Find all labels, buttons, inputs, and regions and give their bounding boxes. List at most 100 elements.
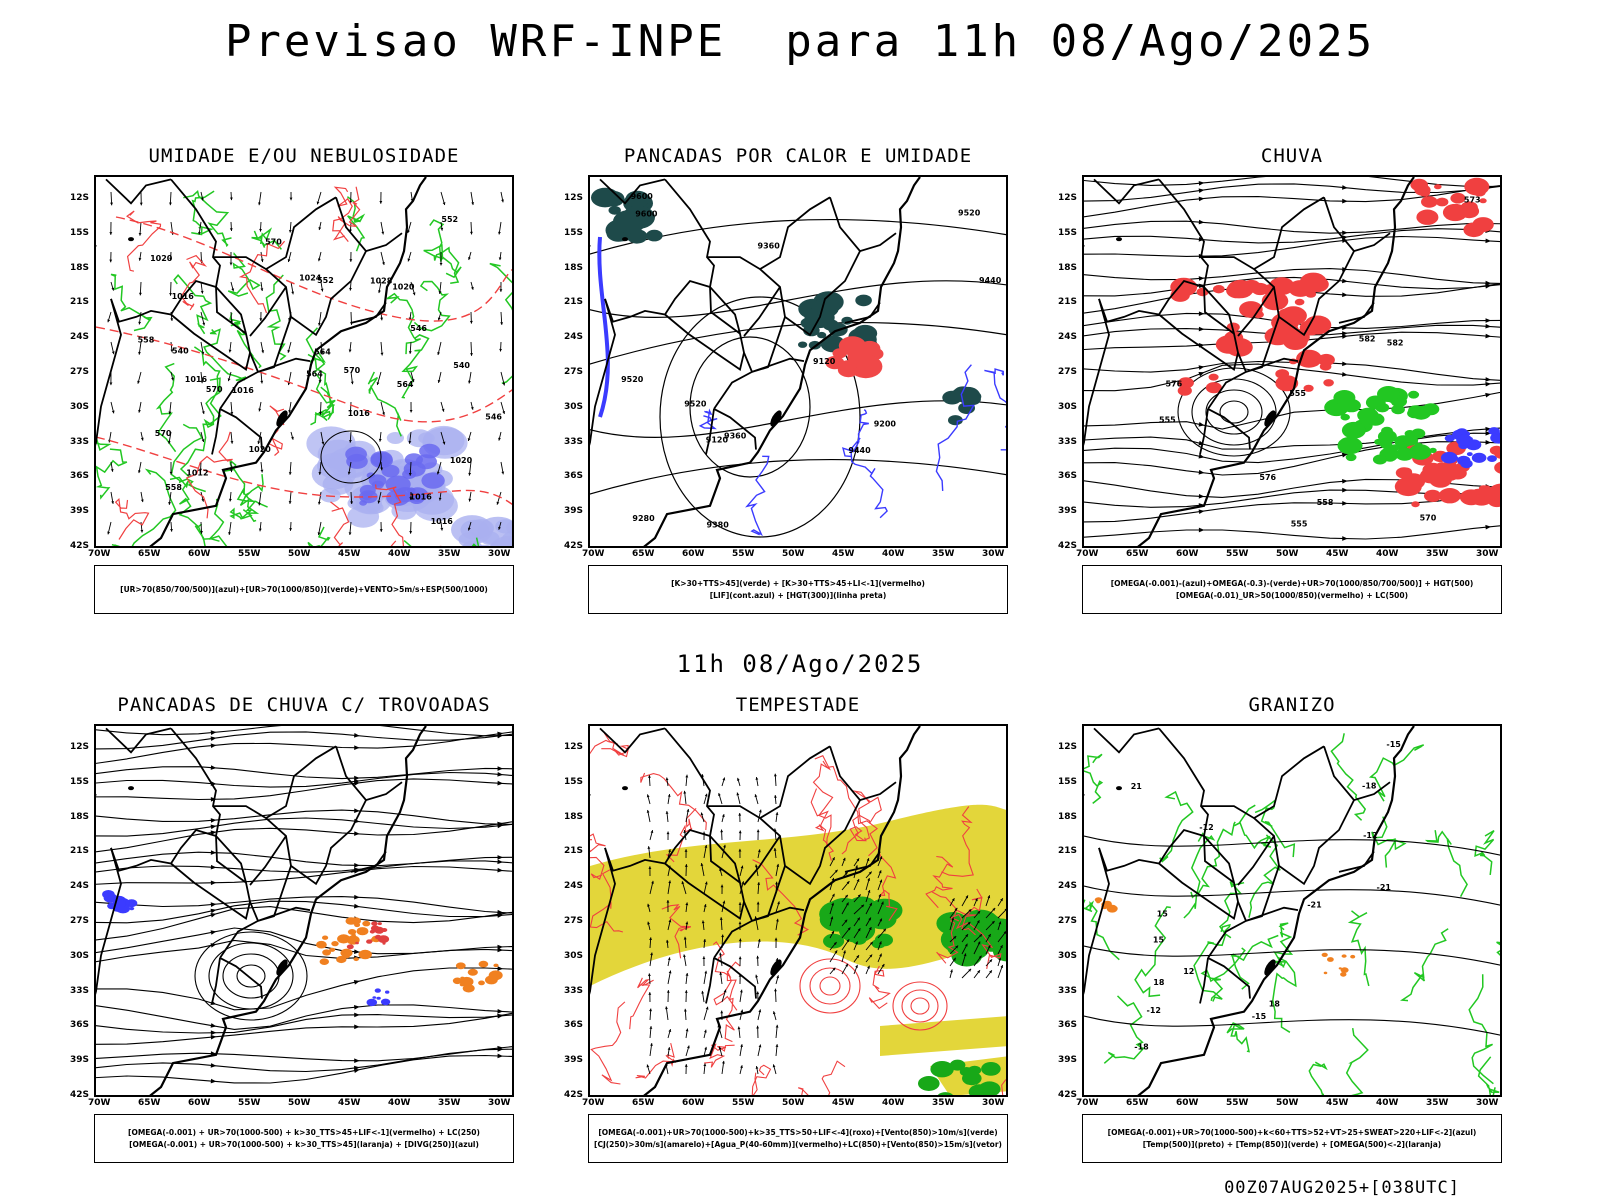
contour-label: 1016 xyxy=(185,375,208,384)
panel-title: TEMPESTADE xyxy=(735,694,861,716)
lat-tick-label: 24S xyxy=(564,881,584,892)
contour-label: 18 xyxy=(1153,978,1165,987)
lat-tick-label: 39S xyxy=(1058,1055,1078,1066)
lon-tick-label: 45W xyxy=(832,549,855,559)
contour-label: 552 xyxy=(441,215,458,224)
contour-label: 570 xyxy=(155,429,172,438)
lon-tick-label: 35W xyxy=(932,549,955,559)
lon-tick-label: 35W xyxy=(438,1098,461,1108)
lon-tick-label: 50W xyxy=(782,549,805,559)
contour-label: 558 xyxy=(1317,498,1334,507)
legend-line: [K>30+TTS>45](verde) + [K>30+TTS>45+LI<-… xyxy=(671,578,925,588)
lat-tick-label: 15S xyxy=(70,776,90,787)
lat-tick-label: 27S xyxy=(70,916,90,926)
lat-tick-label: 21S xyxy=(1058,846,1078,857)
lat-tick-label: 24S xyxy=(70,881,90,892)
contour-label: 570 xyxy=(1420,513,1437,522)
contour-label: 552 xyxy=(317,276,334,285)
contour-label: -12 xyxy=(1147,1006,1161,1015)
lon-tick-label: 55W xyxy=(732,549,755,559)
lat-tick-label: 15S xyxy=(564,776,584,787)
contour-label: 1024 xyxy=(299,274,322,283)
lat-tick-label: 39S xyxy=(70,1055,90,1066)
lon-tick-label: 60W xyxy=(682,549,705,559)
lon-tick-label: 50W xyxy=(288,549,311,559)
lat-tick-label: 24S xyxy=(1058,881,1078,892)
contour-label: 9520 xyxy=(684,400,707,409)
contour-label: 1012 xyxy=(186,469,208,478)
lon-tick-label: 50W xyxy=(1276,1098,1299,1108)
lon-tick-label: 30W xyxy=(982,1098,1005,1108)
legend-line: [UR>70(850/700/500)](azul)+[UR>70(1000/8… xyxy=(120,584,488,594)
lon-tick-label: 40W xyxy=(882,1098,905,1108)
map-panel: 1016 1016 1016 1020 1020 1016 1012 1016 1020 1024… xyxy=(94,175,514,548)
lon-tick-label: 35W xyxy=(932,1098,955,1108)
legend-box: [OMEGA(-0.001)+UR>70(1000-500)+k<60+TTS>… xyxy=(1082,1114,1502,1163)
contour-label: 546 xyxy=(410,324,427,333)
legend-line: [OMEGA(-0.001)-(azul)+OMEGA(-0.3)-(verde… xyxy=(1110,578,1474,588)
lon-tick-label: 60W xyxy=(1176,1098,1199,1108)
contour-label: -18 xyxy=(1134,1042,1149,1051)
lon-tick-label: 35W xyxy=(438,549,461,559)
lon-tick-label: 70W xyxy=(88,1098,111,1108)
lat-tick-label: 21S xyxy=(1058,297,1078,308)
map-panel: 9600 9600 9520 9520 9440 9440 9360 9360 9280 9200… xyxy=(588,175,1008,548)
contour-label: 1016 xyxy=(431,517,454,526)
contour-label: 1020 xyxy=(450,456,473,465)
lat-tick-label: 42S xyxy=(70,541,90,551)
contour-label: 1028 xyxy=(370,276,393,285)
lat-tick-label: 39S xyxy=(564,506,584,517)
contour-label: 12 xyxy=(1183,967,1194,976)
legend-box: [OMEGA(-0.001)-(azul)+OMEGA(-0.3)-(verde… xyxy=(1082,565,1502,614)
contour-label: 9440 xyxy=(979,276,1002,285)
contour-label: 576 xyxy=(1259,473,1276,482)
contour-label: -18 xyxy=(1362,782,1377,791)
lat-tick-label: 15S xyxy=(1058,227,1078,238)
contour-label: 9120 xyxy=(813,357,836,366)
lat-tick-label: 36S xyxy=(1058,471,1078,482)
lat-tick-label: 18S xyxy=(1058,811,1078,822)
lon-tick-label: 55W xyxy=(732,1098,755,1108)
contour-label: 1020 xyxy=(392,283,415,292)
legend-box: [UR>70(850/700/500)](azul)+[UR>70(1000/8… xyxy=(94,565,514,614)
lon-tick-label: 60W xyxy=(682,1098,705,1108)
lon-tick-label: 65W xyxy=(1126,549,1149,559)
lat-tick-label: 18S xyxy=(70,262,90,273)
contour-label: 570 xyxy=(265,237,282,246)
lon-tick-label: 65W xyxy=(632,1098,655,1108)
lon-tick-label: 30W xyxy=(488,549,511,559)
lon-tick-label: 55W xyxy=(1226,1098,1249,1108)
lat-tick-label: 27S xyxy=(1058,367,1078,377)
lat-tick-label: 24S xyxy=(70,332,90,343)
legend-line: [OMEGA(-0.001)+UR>70(1000-500)+k>35_TTS>… xyxy=(598,1127,998,1137)
lat-tick-label: 42S xyxy=(564,541,584,551)
lon-tick-label: 45W xyxy=(338,1098,361,1108)
contour-label: -21 xyxy=(1307,901,1322,910)
contour-label: 570 xyxy=(344,366,361,375)
lat-tick-label: 30S xyxy=(70,401,90,412)
contour-label: 573 xyxy=(1464,195,1481,204)
contour-label: -21 xyxy=(1377,883,1392,892)
contour-label: 555 xyxy=(1289,389,1306,398)
lat-tick-label: 12S xyxy=(1058,193,1078,203)
lat-tick-label: 12S xyxy=(1058,742,1078,752)
lon-tick-label: 30W xyxy=(1476,1098,1499,1108)
contour-label: 1020 xyxy=(249,445,272,454)
panel-title: PANCADAS DE CHUVA C/ TROVOADAS xyxy=(117,694,491,716)
legend-line: [OMEGA(-0.001) + UR>70(1000-500) + k>30_… xyxy=(129,1139,479,1149)
contour-label: 540 xyxy=(172,347,189,356)
lon-tick-label: 60W xyxy=(1176,549,1199,559)
lat-tick-label: 21S xyxy=(564,846,584,857)
contour-label: -15 xyxy=(1252,1012,1267,1021)
lon-tick-label: 45W xyxy=(832,1098,855,1108)
lat-tick-label: 33S xyxy=(70,985,90,996)
lat-tick-label: 21S xyxy=(564,297,584,308)
contour-label: 15 xyxy=(1157,910,1169,919)
panel-title: GRANIZO xyxy=(1248,694,1336,716)
legend-line: [LIF](cont.azul) + [HGT(300)](linha pret… xyxy=(709,590,887,600)
lon-tick-label: 30W xyxy=(1476,549,1499,559)
contour-label: 21 xyxy=(1131,782,1143,791)
map-panel: 582 582 576 576 570 573 558 555 555 555 xyxy=(1082,175,1502,548)
lon-tick-label: 50W xyxy=(1276,549,1299,559)
lat-tick-label: 30S xyxy=(1058,950,1078,961)
